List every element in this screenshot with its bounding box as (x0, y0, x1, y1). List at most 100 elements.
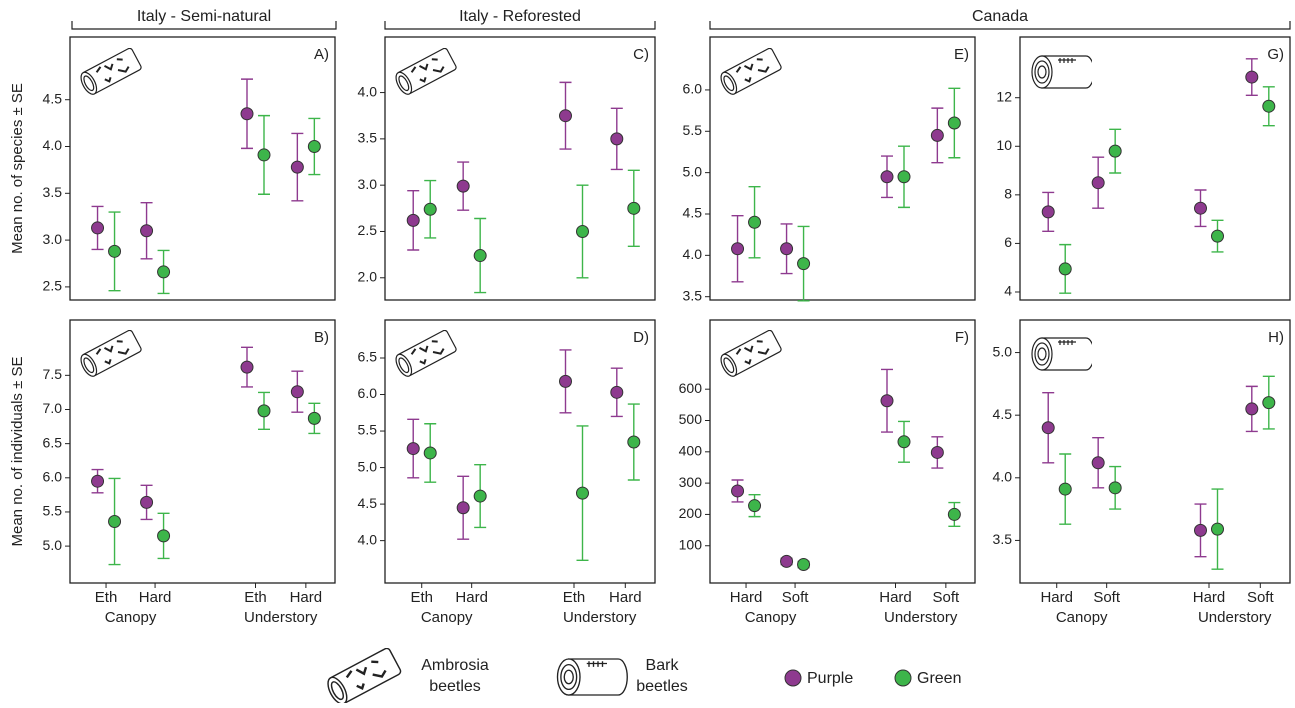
x-tick-label: Eth (563, 589, 586, 606)
point (1091, 456, 1105, 470)
point (930, 445, 944, 459)
x-tick-label: Hard (455, 589, 488, 606)
point (140, 224, 154, 238)
plot-frame (69, 36, 336, 301)
point (780, 242, 794, 256)
point (731, 484, 745, 498)
y-tick-label: 100 (679, 536, 703, 552)
header-bracket (384, 21, 656, 30)
legend-swatch (894, 669, 912, 687)
plot-frame (1019, 319, 1291, 584)
x-tick-label: Hard (290, 589, 323, 606)
group-label: Canopy (1056, 609, 1108, 626)
y-tick-label: 6.0 (43, 469, 63, 485)
y-tick-label: 3.5 (43, 184, 63, 200)
point (880, 394, 894, 408)
x-tick-label: Eth (410, 589, 433, 606)
point (91, 221, 105, 235)
point (290, 385, 304, 399)
x-tick-label: Hard (879, 589, 912, 606)
y-tick-label: 3.0 (358, 176, 378, 192)
x-tick-label: Hard (730, 589, 763, 606)
y-tick-label: 200 (679, 505, 703, 521)
point (140, 495, 154, 509)
plot-frame (384, 36, 656, 301)
y-tick-label: 12 (996, 88, 1012, 104)
point (627, 201, 641, 215)
panel-icon (393, 330, 457, 378)
point (797, 558, 811, 572)
panel-icon (1031, 55, 1092, 89)
point (576, 486, 589, 500)
x-tick-label: Soft (1247, 589, 1275, 606)
group-label: Understory (1198, 609, 1272, 626)
y-tick-label: 300 (679, 474, 703, 490)
x-tick-label: Soft (1093, 589, 1121, 606)
plot-frame (1019, 36, 1291, 301)
x-tick-label: Eth (244, 589, 267, 606)
y-tick-label: 6.5 (358, 349, 378, 365)
point (1245, 402, 1259, 416)
y-tick-label: 6.5 (43, 434, 63, 450)
point (257, 404, 271, 418)
point (731, 242, 745, 256)
y-tick-label: 2.5 (358, 222, 378, 238)
point (108, 244, 122, 258)
y-tick-label: 2.0 (358, 268, 378, 284)
point (880, 170, 894, 184)
point (423, 446, 437, 460)
y-tick-label: 7.0 (43, 400, 63, 416)
panel-title: A) (314, 46, 329, 63)
y-tick-label: 5.0 (43, 537, 63, 553)
x-tick-label: Hard (1193, 589, 1226, 606)
point (897, 435, 911, 449)
y-tick-label: 4.5 (43, 90, 63, 106)
point (108, 515, 122, 529)
x-tick-label: Soft (933, 589, 961, 606)
header-bracket (71, 21, 337, 30)
legend-icon-label: beetles (636, 678, 688, 695)
y-tick-label: 8 (1004, 186, 1012, 202)
y-tick-label: 600 (679, 380, 703, 396)
point (456, 179, 470, 193)
point (748, 215, 762, 229)
panel-title: C) (633, 46, 649, 63)
point (157, 265, 171, 279)
point (406, 213, 420, 227)
panel-title: H) (1268, 329, 1284, 346)
point (1058, 482, 1072, 496)
group-label: Canopy (105, 609, 157, 626)
point (307, 140, 321, 154)
point (290, 160, 304, 174)
panel-icon (78, 48, 142, 96)
point (947, 116, 961, 130)
point (473, 249, 487, 263)
point (240, 107, 254, 121)
point (1262, 99, 1276, 113)
point (1108, 481, 1122, 495)
column-header: Italy - Semi-natural (137, 8, 271, 25)
point (1211, 229, 1224, 243)
point (780, 554, 794, 568)
panel-icon (1031, 337, 1092, 371)
y-tick-label: 10 (996, 137, 1012, 153)
legend-icon-label: Ambrosia (421, 657, 489, 674)
panel-title: B) (314, 329, 329, 346)
y-tick-label: 4.5 (993, 406, 1013, 422)
point (456, 501, 470, 515)
x-tick-label: Hard (1040, 589, 1073, 606)
group-label: Canopy (421, 609, 473, 626)
y-tick-label: 4.0 (993, 469, 1013, 485)
panel-icon (78, 330, 142, 378)
point (559, 374, 572, 388)
point (1245, 70, 1259, 84)
point (240, 360, 254, 374)
header-bracket (709, 21, 1291, 30)
legend-icon-label: beetles (429, 678, 481, 695)
point (473, 489, 487, 503)
group-label: Understory (563, 609, 637, 626)
group-label: Canopy (745, 609, 797, 626)
point (307, 411, 321, 425)
